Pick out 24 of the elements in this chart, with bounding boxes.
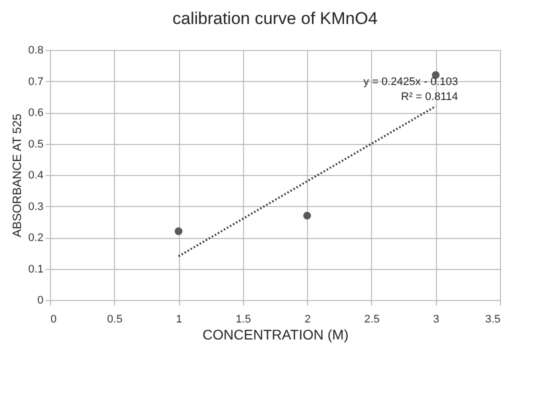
- annotation: R² = 0.8114: [401, 91, 458, 103]
- x-tick-label: 1: [176, 314, 182, 326]
- y-tick-label: 0.5: [28, 138, 44, 150]
- y-tick-label: 0.3: [28, 200, 44, 213]
- x-tick-label: 2.5: [364, 314, 380, 326]
- point: [303, 212, 312, 220]
- y-tick-label: 0.2: [28, 232, 44, 244]
- x-tick-label: 1.5: [236, 314, 252, 326]
- y-tick-label: 0.8: [28, 44, 44, 56]
- annotation: y = 0.2425x - 0.103: [364, 76, 458, 88]
- y-tick-label: 0.4: [28, 170, 44, 182]
- x-tick-label: 2: [304, 314, 311, 326]
- chart-title: calibration curve of KMnO4: [172, 9, 378, 28]
- y-axis-title: ABSORBANCE AT 525: [10, 113, 24, 238]
- y-tick-label: 0.6: [28, 107, 44, 119]
- y-tick-label: 0.1: [28, 263, 44, 276]
- x-axis-title: CONCENTRATION (M): [202, 326, 348, 342]
- x-tick-label: 3: [433, 314, 440, 326]
- y-tick-label: 0: [37, 294, 44, 306]
- point: [174, 227, 182, 236]
- x-tick-label: 0.5: [107, 314, 122, 326]
- y-tick-label: 0.7: [28, 76, 44, 88]
- x-tick-label: 0: [50, 314, 57, 326]
- x-tick-label: 3.5: [485, 314, 500, 326]
